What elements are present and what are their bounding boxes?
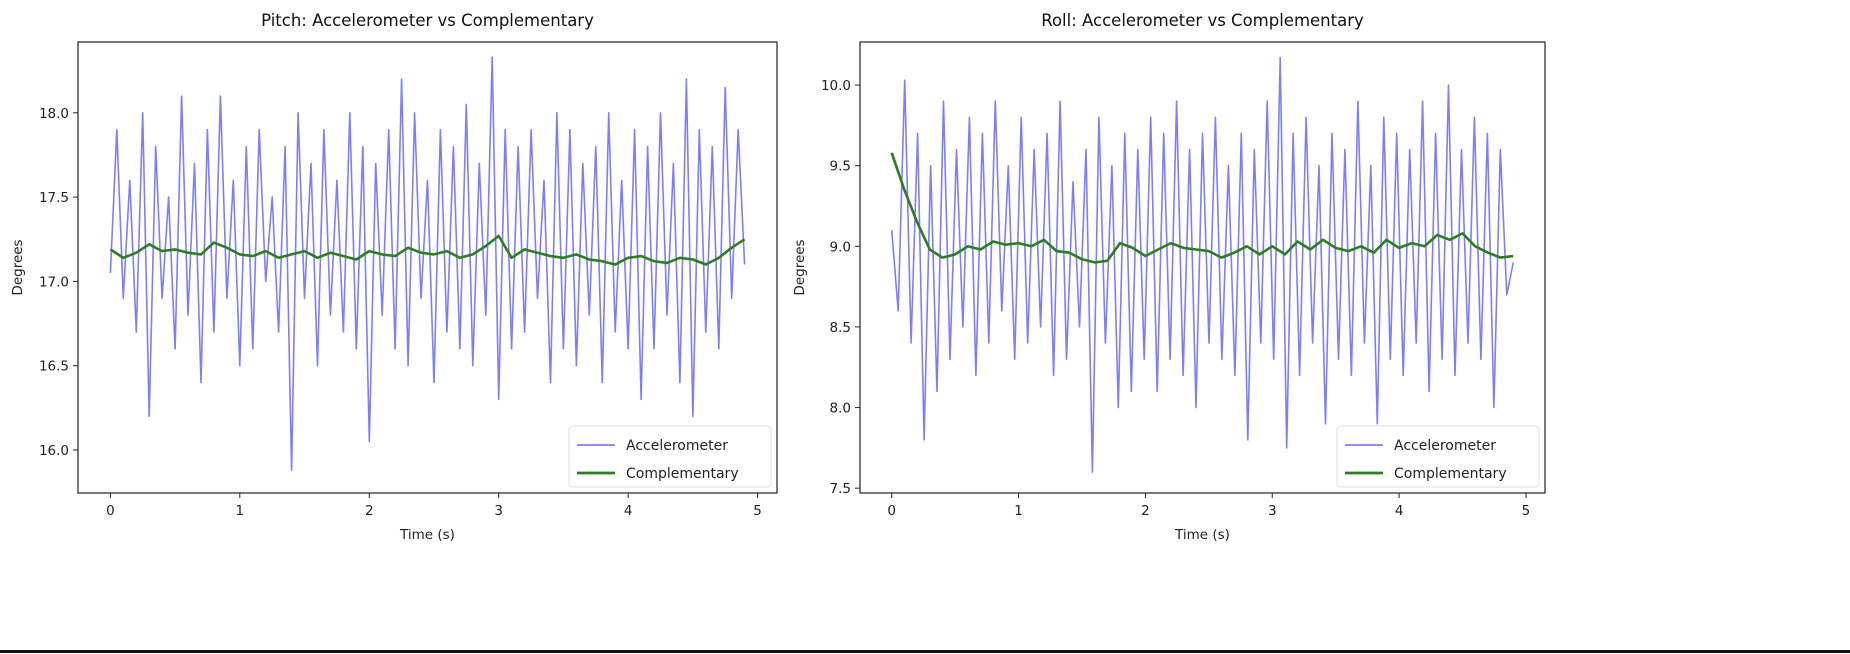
chart-title: Roll: Accelerometer vs Complementary (1041, 11, 1364, 30)
x-tick-label: 3 (494, 503, 503, 519)
y-tick-label: 9.5 (830, 159, 851, 175)
x-tick-label: 0 (887, 503, 896, 519)
legend-label: Complementary (626, 466, 739, 482)
y-tick-label: 16.0 (39, 443, 69, 459)
x-tick-label: 0 (106, 503, 115, 519)
y-tick-label: 9.0 (830, 239, 851, 255)
chart-roll: 0 1 2 3 4 5 7.5 8.0 8.5 9.0 9.5 10.0 Roll: Accelerom… (792, 11, 1546, 543)
bottom-divider (0, 650, 1850, 653)
x-axis-label: Time (s) (1174, 527, 1230, 543)
x-tick-label: 2 (1141, 503, 1150, 519)
y-tick-label: 10.0 (821, 78, 851, 94)
series-line-complementary (890, 152, 1514, 264)
x-tick-label: 5 (1522, 503, 1531, 519)
y-tick-label: 18.0 (39, 106, 69, 122)
y-axis-label: Degrees (792, 239, 808, 295)
legend-box (568, 425, 772, 488)
chart-title: Pitch: Accelerometer vs Complementary (261, 11, 594, 30)
legend-label: Accelerometer (626, 438, 728, 454)
y-tick-label: 8.5 (830, 320, 851, 336)
series-line-accelerometer (109, 56, 746, 472)
legend: Accelerometer Complementary (568, 425, 772, 488)
axes-frame (859, 41, 1546, 494)
x-tick-label: 2 (365, 503, 374, 519)
y-tick-label: 17.5 (39, 190, 69, 206)
y-tick-label: 8.0 (830, 401, 851, 417)
axes-frame (77, 41, 778, 494)
legend: Accelerometer Complementary (1336, 425, 1540, 488)
legend-box (1336, 425, 1540, 488)
chart-pitch: 0 1 2 3 4 5 16.0 16.5 17.0 17.5 18.0 Pitch: Acceler… (10, 11, 778, 543)
x-tick-label: 5 (753, 503, 762, 519)
x-tick-label: 3 (1268, 503, 1277, 519)
x-tick-label: 1 (1014, 503, 1023, 519)
y-tick-label: 16.5 (39, 359, 69, 375)
y-tick-label: 7.5 (830, 481, 851, 497)
series-line-complementary (109, 234, 746, 266)
y-axis-label: Degrees (10, 239, 26, 295)
x-tick-label: 4 (624, 503, 633, 519)
legend-label: Accelerometer (1394, 438, 1496, 454)
series-line-accelerometer (890, 56, 1515, 473)
y-tick-label: 17.0 (39, 274, 69, 290)
x-tick-label: 4 (1395, 503, 1404, 519)
x-tick-label: 1 (236, 503, 245, 519)
x-axis-label: Time (s) (399, 527, 455, 543)
legend-label: Complementary (1394, 466, 1507, 482)
